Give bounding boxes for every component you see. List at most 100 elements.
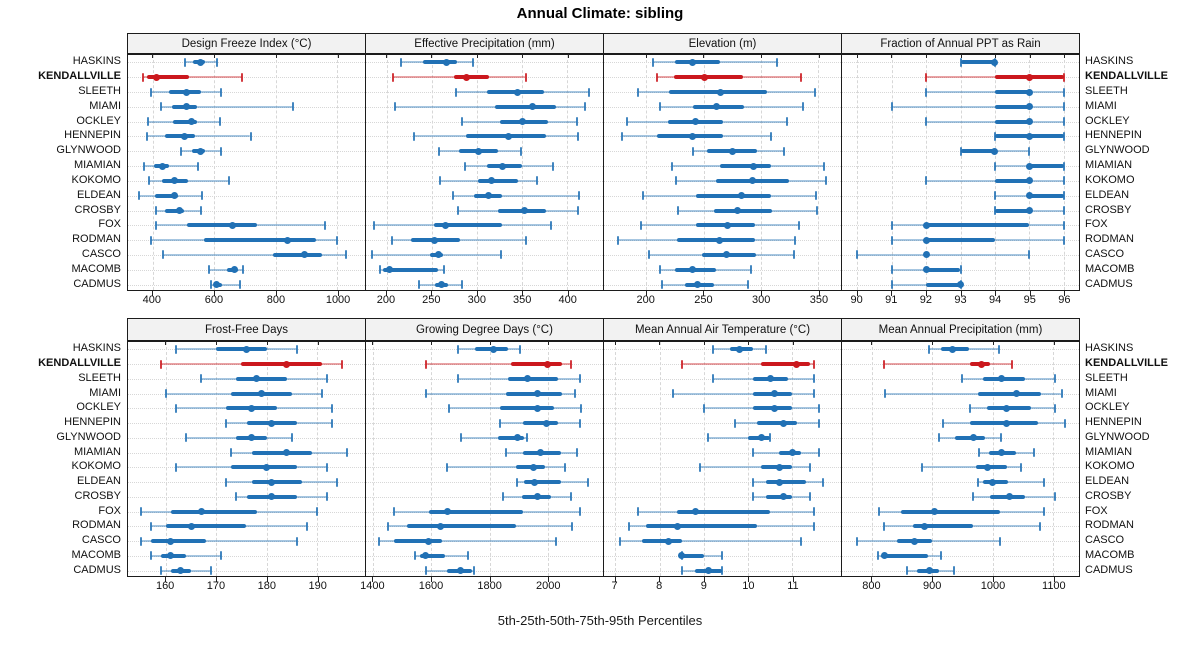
median-dot <box>724 221 732 229</box>
percentile-box-25-75 <box>383 267 439 272</box>
row-guide <box>366 555 603 557</box>
median-dot <box>1025 177 1033 185</box>
median-dot <box>542 419 550 427</box>
whisker-cap <box>335 235 338 245</box>
panel-strip-mean-annual-air-temperature-c: Mean Annual Air Temperature (°C) <box>603 318 842 341</box>
percentile-box-25-75 <box>994 178 1030 183</box>
percentile-range-5-95 <box>922 466 1021 469</box>
row-guide <box>128 106 365 108</box>
series-label-right: MACOMB <box>1085 262 1135 275</box>
axis-tick-top <box>215 341 217 345</box>
median-dot <box>158 162 166 170</box>
axis-tick-label: 180 <box>257 580 277 592</box>
median-dot <box>438 281 446 289</box>
whisker-cap <box>809 462 812 472</box>
whisker-cap <box>580 403 583 413</box>
median-dot <box>436 522 444 530</box>
percentile-box-25-75 <box>494 104 557 109</box>
percentile-range-5-95 <box>394 105 585 108</box>
axis-tick-label: 300 <box>467 294 486 306</box>
whisker-cap <box>564 462 567 472</box>
series-label-left: MIAMI <box>89 99 121 112</box>
row-guide <box>842 482 1079 484</box>
whisker-cap <box>460 280 463 290</box>
median-dot <box>513 88 521 96</box>
row-guide <box>366 121 603 123</box>
row-guide <box>604 378 841 380</box>
whisker-cap <box>504 448 507 458</box>
whisker-cap <box>174 403 177 413</box>
whisker-cap <box>336 477 339 487</box>
median-dot <box>425 537 433 545</box>
percentile-range-5-95 <box>926 76 1064 79</box>
row-guide <box>842 180 1079 182</box>
axis-tick-top <box>522 54 524 58</box>
whisker-cap <box>459 433 462 443</box>
percentile-box-25-75 <box>880 553 928 558</box>
median-dot <box>283 236 291 244</box>
percentile-box-25-75 <box>713 208 773 213</box>
median-dot <box>1025 88 1033 96</box>
median-dot <box>283 360 291 368</box>
whisker-cap <box>659 265 662 275</box>
axis-tick-label: 350 <box>513 294 532 306</box>
row-guide <box>366 378 603 380</box>
axis-tick <box>792 577 794 582</box>
percentile-box-25-75 <box>994 208 1030 213</box>
median-dot <box>793 360 801 368</box>
gridline <box>266 342 268 576</box>
whisker-cap <box>627 521 630 531</box>
whisker-cap <box>794 235 797 245</box>
whisker-cap <box>578 374 581 384</box>
median-dot <box>248 404 256 412</box>
whisker-cap <box>501 492 504 502</box>
whisker-cap <box>711 344 714 354</box>
median-dot <box>1025 118 1033 126</box>
median-dot <box>441 221 449 229</box>
row-guide <box>366 452 603 454</box>
axis-tick-top <box>275 54 277 58</box>
axis-tick <box>1064 291 1066 296</box>
percentile-range-5-95 <box>149 179 229 182</box>
median-dot <box>723 251 730 259</box>
series-label-left: HASKINS <box>72 342 121 355</box>
percentile-range-5-95 <box>619 540 802 543</box>
whisker-cap <box>139 507 142 517</box>
whisker-cap <box>587 477 590 487</box>
whisker-cap <box>890 265 893 275</box>
axis-tick <box>522 291 524 296</box>
whisker-cap <box>230 448 233 458</box>
whisker-cap <box>1062 191 1065 201</box>
median-dot <box>957 281 964 289</box>
whisker-cap <box>698 462 701 472</box>
percentile-box-25-75 <box>524 480 561 485</box>
whisker-cap <box>424 359 427 369</box>
row-guide <box>604 349 841 351</box>
percentile-box-25-75 <box>406 524 516 529</box>
axis-tick <box>995 291 997 296</box>
gridline <box>431 55 433 290</box>
whisker-cap <box>225 418 228 428</box>
axis-tick-top <box>1053 341 1055 345</box>
whisker-cap <box>906 566 909 576</box>
whisker-cap <box>574 389 577 399</box>
axis-tick-label: 250 <box>694 294 713 306</box>
percentile-range-5-95 <box>163 253 346 256</box>
axis-tick-label: 11 <box>787 580 799 592</box>
median-dot <box>534 404 542 412</box>
percentile-box-25-75 <box>642 539 682 544</box>
series-label-right: RODMAN <box>1085 233 1134 246</box>
percentile-box-25-75 <box>150 539 207 544</box>
axis-tick-top <box>856 54 858 58</box>
panel-fraction-of-annual-ppt-as-rain <box>841 54 1080 291</box>
axis-tick-top <box>792 341 794 345</box>
gridline <box>994 55 996 290</box>
whisker-cap <box>208 265 211 275</box>
axis-tick <box>1053 577 1055 582</box>
median-dot <box>521 207 529 215</box>
gridline <box>152 55 154 290</box>
percentile-range-5-95 <box>425 363 571 366</box>
whisker-cap <box>344 250 347 260</box>
whisker-cap <box>536 176 539 186</box>
series-label-left: CADMUS <box>73 277 121 290</box>
